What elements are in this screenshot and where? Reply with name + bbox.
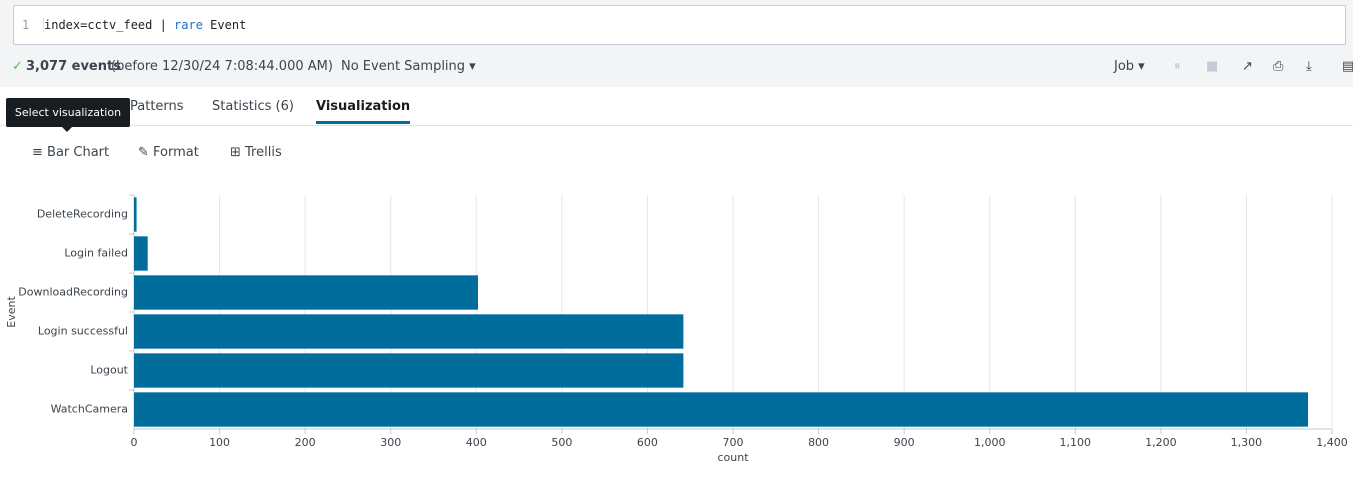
format-button[interactable]: ✎ Format — [138, 145, 199, 160]
query-text: index=cctv_feed | — [44, 18, 175, 32]
export-icon[interactable]: ⤓ — [1306, 59, 1312, 74]
check-icon: ✓ — [12, 59, 23, 74]
query-command: rare — [174, 18, 203, 32]
sampling-label: No Event Sampling — [341, 59, 466, 74]
line-number: 1 — [22, 18, 30, 32]
x-tick-label: 1,000 — [974, 436, 1006, 449]
chart: 0 100 200 300 400 500 600 700 800 900 1,000 1,100 1,… — [5, 194, 1348, 464]
print-icon[interactable]: ⎙ — [1273, 59, 1284, 74]
y-tick-label: Login failed — [64, 247, 128, 260]
bar — [134, 236, 148, 271]
tab[interactable]: Statistics (6) — [212, 99, 294, 114]
button-label: Trellis — [245, 145, 282, 160]
share-icon[interactable]: ↗ — [1242, 59, 1253, 74]
tab[interactable]: Patterns — [130, 99, 184, 114]
button-label: Bar Chart — [47, 145, 110, 160]
bar — [134, 392, 1309, 427]
y-tick-label: DeleteRecording — [37, 208, 128, 221]
x-tick-label: 400 — [466, 436, 487, 449]
trellis-button[interactable]: ⊞ Trellis — [230, 145, 282, 160]
job-label: Job — [1114, 59, 1135, 74]
bar — [134, 197, 137, 232]
pause-icon[interactable]: ⏸ — [1174, 59, 1181, 74]
tab-active[interactable]: Visualization — [316, 99, 411, 124]
x-tick-label: 500 — [551, 436, 572, 449]
bar-chart-button[interactable]: ≡ Bar Chart — [32, 145, 110, 160]
y-tick-label: WatchCamera — [51, 403, 128, 416]
search-box[interactable]: 1 index=cctv_feed | rare Event — [13, 5, 1346, 45]
y-tick-label: Login successful — [38, 325, 128, 338]
x-tick-label: 1,400 — [1316, 436, 1348, 449]
button-label: Format — [153, 145, 199, 160]
query-text: Event — [202, 18, 247, 32]
tooltip: Select visualization — [6, 98, 130, 132]
stop-icon[interactable]: ■ — [1206, 59, 1219, 74]
x-tick-label: 1,100 — [1060, 436, 1092, 449]
sampling-dropdown[interactable]: No Event Sampling ▾ — [341, 59, 476, 74]
y-tick-label: DownloadRecording — [18, 286, 128, 299]
bar — [134, 353, 684, 388]
more-icon[interactable]: ▤ — [1342, 59, 1353, 74]
event-time: (before 12/30/24 7:08:44.000 AM) — [111, 59, 333, 74]
event-count: 3,077 events — [26, 59, 121, 74]
x-tick-label: 100 — [209, 436, 230, 449]
x-axis-label: count — [717, 451, 749, 464]
x-tick-label: 1,200 — [1145, 436, 1177, 449]
x-tick-label: 200 — [295, 436, 316, 449]
x-tick-label: 600 — [637, 436, 658, 449]
y-axis-label: Event — [5, 296, 18, 328]
x-tick-label: 700 — [723, 436, 744, 449]
tabs: Patterns Statistics (6) Visualization — [0, 87, 1353, 126]
query: index=cctv_feed | rare Event — [43, 18, 246, 32]
y-tick-label: Logout — [90, 364, 128, 377]
bar — [134, 275, 478, 310]
x-tick-label: 900 — [894, 436, 915, 449]
x-tick-label: 300 — [380, 436, 401, 449]
x-tick-label: 0 — [131, 436, 138, 449]
job-dropdown[interactable]: Job ▾ — [1114, 59, 1145, 74]
search-header: 1 index=cctv_feed | rare Event ✓ 3,077 e… — [0, 0, 1353, 87]
x-tick-label: 800 — [808, 436, 829, 449]
x-tick-label: 1,300 — [1231, 436, 1263, 449]
bar — [134, 314, 684, 349]
